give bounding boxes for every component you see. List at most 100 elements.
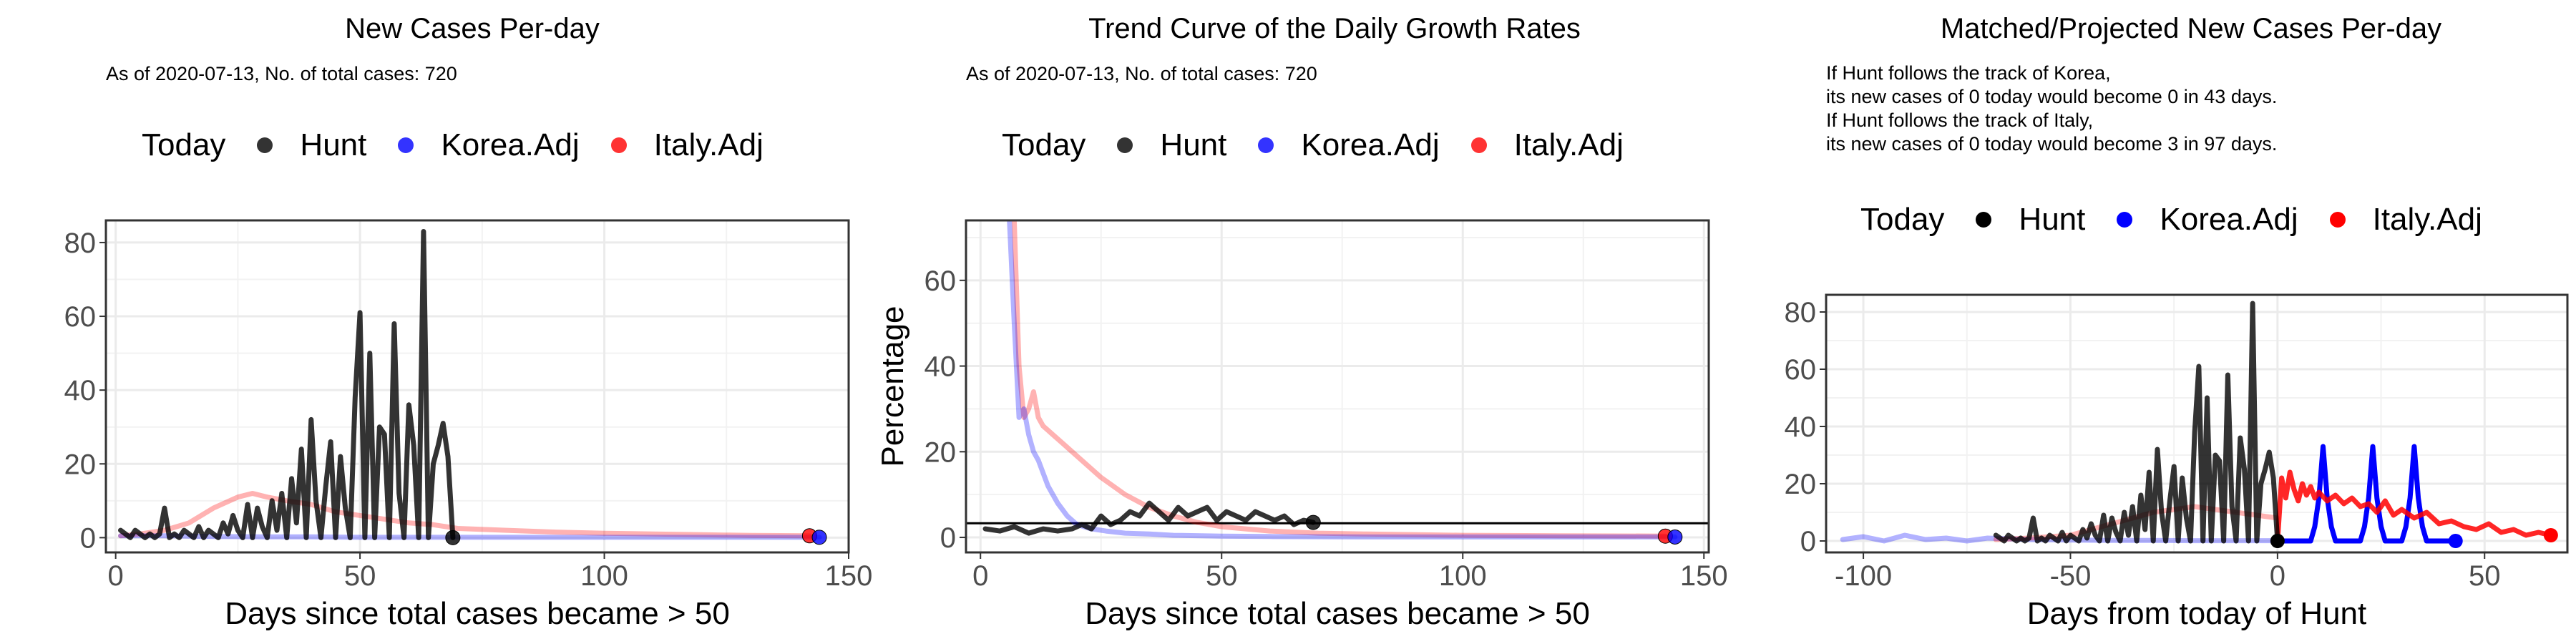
y-tick-label: 20 [64, 449, 97, 480]
legend-item-korea: Korea.Adj [398, 127, 580, 163]
today-point-italy-adj [2543, 528, 2558, 542]
plot-area: 0 50 100 150 0 20 40 60 Days since total cases b… [875, 219, 1728, 631]
x-tick-label: 0 [2270, 560, 2285, 592]
panel-projected-cases: Matched/Projected New Cases Per-day If H… [1717, 0, 2576, 644]
x-tick-label: 150 [825, 560, 873, 592]
y-tick-label: 80 [64, 228, 97, 259]
projection-note-3: If Hunt follows the track of Italy, [1826, 109, 2094, 131]
y-tick-label: 60 [924, 265, 957, 297]
plot-background [966, 220, 1709, 552]
legend-label: Hunt [1160, 127, 1227, 162]
legend-label: Italy.Adj [1513, 127, 1624, 162]
legend-title: Today [142, 127, 226, 162]
today-point-korea-adj [811, 530, 827, 545]
y-tick-label: 40 [1785, 411, 1817, 443]
today-point-hunt [445, 530, 461, 545]
x-tick-label: 0 [972, 560, 988, 592]
today-point-hunt [1305, 514, 1321, 530]
legend-title: Today [1002, 127, 1086, 162]
legend: Today Hunt Korea.Adj Italy.Adj [1860, 202, 2514, 238]
x-tick-label: 0 [108, 560, 124, 592]
panel-growth-rates: Trend Curve of the Daily Growth Rates As… [859, 0, 1728, 644]
legend-label: Italy.Adj [653, 127, 763, 162]
legend: Today Hunt Korea.Adj Italy.Adj [142, 127, 795, 163]
y-tick-label: 0 [940, 522, 956, 554]
series-line-korea-adj [118, 533, 822, 540]
legend-key-hunt [1117, 137, 1133, 153]
legend-key-korea [398, 137, 414, 153]
gridlines [966, 220, 1709, 552]
x-tick-label: 100 [580, 560, 628, 592]
series-line-korea-adj-matched [1840, 532, 2280, 544]
today-point-hunt [2270, 534, 2285, 548]
legend-item-korea: Korea.Adj [1258, 127, 1440, 163]
plot-area: 0 50 100 150 0 20 40 60 80 Days since total cases… [64, 219, 872, 631]
chart-title: Matched/Projected New Cases Per-day [1940, 13, 2442, 44]
legend-label: Italy.Adj [2372, 202, 2482, 237]
legend: Today Hunt Korea.Adj Italy.Adj [1002, 127, 1655, 163]
x-tick-label: 50 [1206, 560, 1238, 592]
legend-key-italy [2329, 212, 2346, 228]
plot-background [106, 220, 849, 552]
projection-note-1: If Hunt follows the track of Korea, [1826, 62, 2111, 84]
legend-label: Hunt [300, 127, 367, 162]
x-tick-label: -50 [2050, 560, 2092, 592]
y-tick-label: 80 [1785, 297, 1817, 328]
legend-item-hunt: Hunt [1117, 127, 1226, 163]
y-tick-label: 40 [924, 351, 957, 383]
series-group [966, 220, 1709, 540]
series-line-italy-adj-projected [2275, 469, 2554, 544]
series-line-hunt [1993, 301, 2280, 544]
gridlines [106, 220, 850, 552]
series-line-italy-adj [118, 491, 812, 539]
x-axis-label: Days from today of Hunt [2027, 596, 2366, 631]
y-tick-label: 60 [64, 301, 97, 333]
legend-key-hunt [257, 137, 273, 153]
panel-border [965, 219, 1710, 554]
x-tick-label: 150 [1680, 560, 1728, 592]
plot-area: -100 -50 0 50 0 20 40 60 80 Days from today of Hu… [1785, 293, 2569, 631]
series-group [1840, 301, 2554, 544]
x-tick-label: -100 [1835, 560, 1892, 592]
x-tick-label: 50 [2469, 560, 2501, 592]
legend-item-italy: Italy.Adj [2329, 202, 2482, 238]
today-point-korea-adj [2448, 534, 2463, 548]
legend-label: Hunt [2019, 202, 2086, 237]
legend-title: Today [1860, 202, 1945, 237]
legend-key-korea [2117, 212, 2133, 228]
panel-new-cases: New Cases Per-day As of 2020-07-13, No. … [0, 0, 873, 644]
legend-key-hunt [1976, 212, 1992, 228]
projection-note-4: its new cases of 0 today would become 3 … [1826, 133, 2278, 155]
x-tick-label: 100 [1439, 560, 1487, 592]
legend-item-hunt: Hunt [257, 127, 366, 163]
legend-item-italy: Italy.Adj [1470, 127, 1624, 163]
y-tick-label: 20 [1785, 469, 1817, 500]
projection-note-2: its new cases of 0 today would become 0 … [1826, 86, 2278, 107]
legend-label: Korea.Adj [441, 127, 580, 162]
legend-item-hunt: Hunt [1976, 202, 2085, 238]
y-tick-label: 40 [64, 375, 97, 406]
y-tick-label: 0 [80, 522, 96, 554]
panel-border [104, 219, 850, 554]
chart-title: Trend Curve of the Daily Growth Rates [1088, 13, 1581, 44]
y-axis-label: Percentage [875, 306, 910, 467]
x-axis-label: Days since total cases became > 50 [1085, 596, 1590, 631]
y-tick-label: 0 [1800, 526, 1816, 557]
series-line-hunt [118, 229, 456, 540]
legend-key-korea [1258, 137, 1274, 153]
chart-subtitle: As of 2020-07-13, No. of total cases: 72… [106, 63, 457, 84]
series-line-hunt [982, 500, 1316, 536]
today-point-korea-adj [1667, 529, 1683, 545]
legend-item-korea: Korea.Adj [2117, 202, 2298, 238]
legend-item-italy: Italy.Adj [610, 127, 763, 163]
x-axis-label: Days since total cases became > 50 [225, 596, 730, 631]
legend-key-italy [1470, 137, 1487, 153]
series-line-korea-adj-projected [2275, 444, 2459, 544]
y-tick-label: 20 [924, 436, 957, 468]
legend-key-italy [610, 137, 627, 153]
panel-border [1825, 293, 2569, 554]
legend-label: Korea.Adj [2160, 202, 2298, 237]
series-line-italy-adj [1011, 220, 1668, 539]
x-tick-label: 50 [344, 560, 376, 592]
chart-title: New Cases Per-day [345, 13, 600, 44]
